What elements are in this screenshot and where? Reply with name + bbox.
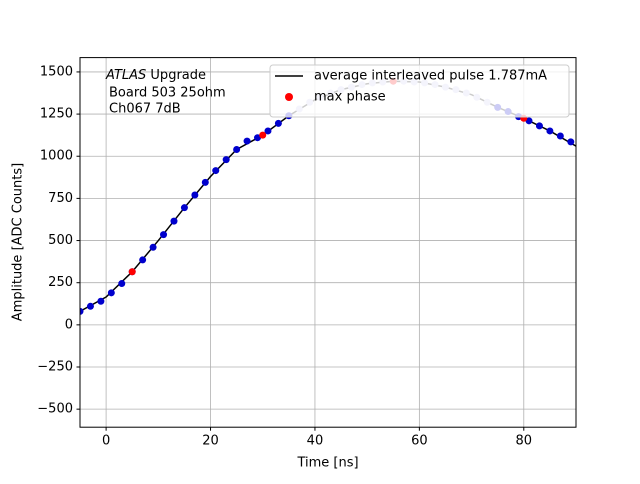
data-point bbox=[222, 156, 230, 164]
data-point bbox=[180, 204, 188, 212]
data-point bbox=[274, 119, 282, 127]
data-point bbox=[149, 243, 157, 251]
data-point bbox=[264, 127, 272, 135]
x-axis-label: Time [ns] bbox=[296, 456, 358, 471]
y-axis-label: Amplitude [ADC Counts] bbox=[11, 163, 26, 321]
legend-label: average interleaved pulse 1.787mA bbox=[314, 69, 547, 84]
x-tick-label: 80 bbox=[516, 434, 533, 449]
data-point bbox=[201, 178, 209, 186]
y-tick-label: 1250 bbox=[40, 107, 73, 122]
annotation: ATLAS Upgrade bbox=[105, 68, 206, 83]
y-tick-label: −250 bbox=[37, 360, 73, 375]
legend: average interleaved pulse 1.787mA max pha… bbox=[269, 64, 570, 118]
data-point bbox=[118, 280, 126, 288]
legend-marker bbox=[285, 93, 293, 101]
data-point bbox=[556, 132, 564, 140]
y-tick-label: −500 bbox=[37, 402, 73, 417]
data-point bbox=[86, 302, 94, 310]
data-point bbox=[107, 289, 115, 297]
x-tick-label: 40 bbox=[307, 434, 324, 449]
data-point bbox=[567, 138, 575, 146]
y-tick-label: 1000 bbox=[40, 149, 73, 164]
axes-frame bbox=[79, 57, 577, 428]
x-tick-label: 0 bbox=[102, 434, 110, 449]
data-point bbox=[254, 134, 262, 142]
annotation-emphasis: ATLAS bbox=[105, 68, 146, 83]
data-point bbox=[80, 307, 84, 315]
y-tick-label: 1500 bbox=[40, 64, 73, 79]
data-point bbox=[243, 137, 251, 145]
y-tick-label: 0 bbox=[65, 317, 73, 332]
data-point bbox=[546, 127, 554, 135]
data-point bbox=[139, 256, 147, 264]
data-point bbox=[128, 268, 136, 276]
x-tick-label: 20 bbox=[202, 434, 219, 449]
data-point bbox=[525, 117, 533, 125]
annotation-line: Ch067 7dB bbox=[109, 102, 181, 117]
legend-label: max phase bbox=[314, 90, 386, 105]
data-point bbox=[160, 231, 168, 239]
ticks: 0 20 40 60 80 −500 −250 0 250 500 750 1000 1250 1500 bbox=[37, 64, 532, 448]
data-point bbox=[259, 131, 267, 139]
annotation-text: Upgrade bbox=[150, 68, 206, 83]
y-tick-label: 750 bbox=[48, 191, 73, 206]
data-point bbox=[97, 297, 105, 305]
data-point bbox=[212, 167, 220, 175]
x-tick-label: 60 bbox=[411, 434, 428, 449]
data-point bbox=[233, 145, 241, 153]
annotation-line: Board 503 25ohm bbox=[109, 86, 226, 101]
y-tick-label: 250 bbox=[48, 275, 73, 290]
data-point bbox=[191, 191, 199, 199]
legend-box bbox=[269, 64, 570, 118]
y-tick-label: 500 bbox=[48, 233, 73, 248]
data-point bbox=[535, 122, 543, 130]
data-point bbox=[170, 217, 178, 225]
